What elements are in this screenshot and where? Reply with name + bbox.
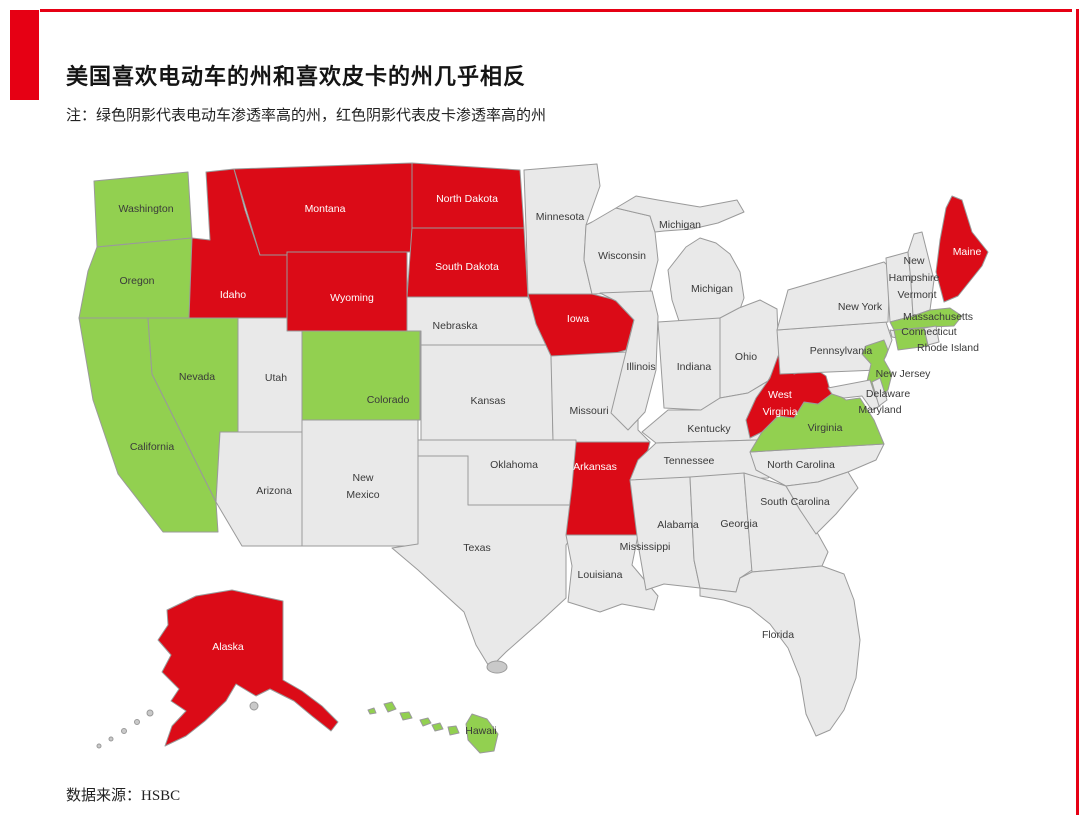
state-label-md: Maryland (858, 404, 901, 416)
state-ks (420, 344, 554, 441)
state-label-ut: Utah (265, 372, 287, 384)
state-label-il: Illinois (626, 361, 655, 373)
state-shapes (78, 162, 989, 754)
state-label-ct: Connecticut (901, 326, 957, 338)
state-label-tx: Texas (463, 542, 490, 554)
state-label-tn: Tennessee (664, 455, 715, 467)
state-label-nj: New Jersey (876, 368, 932, 380)
state-mi-upper (615, 195, 745, 233)
state-label-mn: Minnesota (536, 211, 585, 223)
state-label-mt: Montana (305, 203, 346, 215)
state-label-ok: Oklahoma (490, 459, 538, 471)
page-title: 美国喜欢电动车的州和喜欢皮卡的州几乎相反 (66, 63, 527, 89)
state-label-pa: Pennsylvania (810, 345, 873, 357)
state-label-sc: South Carolina (760, 496, 830, 508)
state-label-la: Louisiana (578, 569, 623, 581)
state-co (301, 330, 421, 421)
state-label-ca: California (130, 441, 175, 453)
aleutian-island (134, 719, 140, 725)
state-label-mi_low: Michigan (691, 283, 733, 295)
state-label-sd: South Dakota (435, 261, 499, 273)
state-ri (923, 325, 940, 346)
state-label-co: Colorado (367, 394, 410, 406)
state-label-ks: Kansas (470, 395, 505, 407)
accent-top-line (40, 9, 1072, 12)
state-label-wa: Washington (118, 203, 173, 215)
state-label-ia: Iowa (567, 313, 589, 325)
state-ne (406, 296, 552, 346)
state-label-nm: New Mexico (346, 472, 379, 501)
state-label-ma: Massachusetts (903, 311, 973, 323)
state-label-ne: Nebraska (433, 320, 478, 332)
data-source: 数据来源：HSBC (66, 788, 181, 804)
state-label-al: Alabama (657, 519, 699, 531)
state-label-nh: New Hampshire (889, 255, 940, 284)
state-ny (776, 261, 891, 331)
state-label-wv: West Virginia (763, 389, 798, 418)
state-label-mi_up: Michigan (659, 219, 701, 231)
state-label-wy: Wyoming (330, 292, 374, 304)
gray-island (486, 660, 508, 674)
state-label-de: Delaware (866, 388, 911, 400)
state-label-mo: Missouri (569, 405, 608, 417)
aleutian-island (146, 709, 154, 717)
state-ct (893, 327, 929, 351)
state-label-nc: North Carolina (767, 459, 835, 471)
map-note: 注：绿色阴影代表电动车渗透率高的州，红色阴影代表皮卡渗透率高的州 (66, 108, 547, 124)
aleutian-island (96, 743, 102, 749)
aleutian-island (108, 736, 114, 742)
state-al (689, 472, 753, 593)
state-il (599, 290, 659, 431)
state-label-va: Virginia (808, 422, 843, 434)
state-label-ny: New York (838, 301, 883, 313)
state-ak (157, 589, 339, 747)
state-la (565, 534, 659, 613)
state-tx (391, 455, 575, 669)
state-ms (629, 476, 701, 591)
state-az (215, 431, 303, 547)
state-sc (785, 471, 859, 535)
state-md (827, 379, 881, 411)
state-labels: Washington Oregon California Nevada Idaho Mon… (118, 193, 981, 737)
state-hi (367, 701, 499, 754)
state-label-in: Indiana (677, 361, 712, 373)
state-label-or: Oregon (119, 275, 154, 287)
state-label-ms: Mississippi (620, 541, 671, 553)
state-mi-lower (667, 237, 745, 325)
state-label-az: Arizona (256, 485, 292, 497)
state-label-fl: Florida (762, 629, 794, 641)
state-label-ga: Georgia (720, 518, 758, 530)
aleutian-island (121, 728, 127, 734)
state-me (935, 195, 989, 303)
state-label-ri: Rhode Island (917, 342, 979, 354)
state-de (871, 377, 888, 407)
state-label-ky: Kentucky (687, 423, 731, 435)
state-label-wi: Wisconsin (598, 250, 646, 262)
state-label-vt: Vermont (897, 289, 936, 301)
accent-right-line (1076, 9, 1079, 815)
state-label-nd: North Dakota (436, 193, 498, 205)
state-label-nv: Nevada (179, 371, 215, 383)
state-label-id: Idaho (220, 289, 246, 301)
state-label-ak: Alaska (212, 641, 244, 653)
state-label-me: Maine (953, 246, 982, 258)
state-fl (699, 565, 861, 737)
kodiak-island (249, 701, 259, 711)
state-label-ar: Arkansas (573, 461, 617, 473)
state-nh (907, 231, 935, 317)
state-label-hi: Hawaii (465, 725, 497, 737)
accent-red-block (10, 10, 39, 100)
state-label-oh: Ohio (735, 351, 757, 363)
